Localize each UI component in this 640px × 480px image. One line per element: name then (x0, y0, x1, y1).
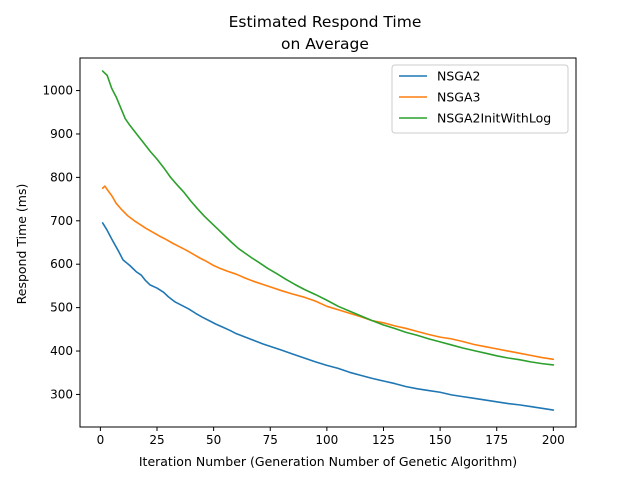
y-tick-label: 300 (50, 387, 73, 401)
y-tick-label: 1000 (42, 84, 73, 98)
y-tick-label: 700 (50, 214, 73, 228)
chart-subtitle: on Average (281, 35, 369, 53)
x-tick-label: 175 (485, 433, 508, 447)
x-ticks: 0 25 50 75 100 125 150 175 200 (97, 427, 565, 447)
x-tick-label: 150 (429, 433, 452, 447)
x-tick-label: 25 (149, 433, 164, 447)
legend-label: NSGA2 (437, 69, 480, 84)
x-tick-label: 125 (372, 433, 395, 447)
y-tick-label: 400 (50, 344, 73, 358)
plot-frame (79, 57, 577, 428)
x-tick-label: 100 (315, 433, 338, 447)
x-tick-label: 75 (263, 433, 278, 447)
y-axis-label: Respond Time (ms) (14, 184, 29, 305)
legend-label: NSGA2InitWithLog (437, 111, 551, 126)
plot-lines (101, 70, 555, 411)
y-tick-label: 600 (50, 257, 73, 271)
legend-box (391, 64, 569, 134)
series-line-1 (101, 222, 555, 411)
legend-label: NSGA3 (437, 90, 480, 105)
x-tick-label: 200 (542, 433, 565, 447)
legend: NSGA2 NSGA3 NSGA2InitWithLog (391, 64, 569, 134)
y-tick-label: 800 (50, 170, 73, 184)
y-ticks: 300 400 500 600 700 800 900 1000 (42, 84, 80, 401)
x-tick-label: 0 (97, 433, 105, 447)
y-tick-label: 500 (50, 301, 73, 315)
x-tick-label: 50 (206, 433, 221, 447)
chart-title: Estimated Respond Time (229, 13, 422, 31)
x-axis-label: Iteration Number (Generation Number of G… (139, 454, 517, 469)
series-line-3 (101, 70, 555, 366)
y-tick-label: 900 (50, 127, 73, 141)
series-line-2 (101, 185, 555, 361)
